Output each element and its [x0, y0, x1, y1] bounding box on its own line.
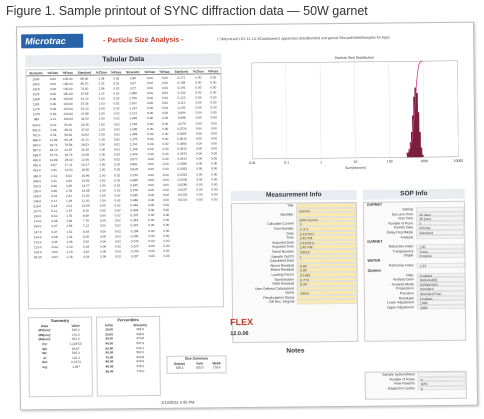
microtrac-logo: Microtrac	[21, 33, 84, 49]
sop-value: 2000	[416, 304, 465, 310]
x-tick-label: 0.01	[249, 161, 256, 165]
cumulative-line	[405, 60, 423, 155]
table-cell: 0.00	[100, 254, 107, 259]
x-tick-label: 10000	[454, 159, 464, 163]
sop-info-panel: GARNET Setting Set-zero Time 30 (sec) Run Ti…	[362, 200, 467, 342]
sop-key: Upper Adjustment	[386, 304, 414, 310]
sop-key: Refractive Index	[389, 263, 414, 268]
x-tick-label: 0.1	[284, 161, 289, 165]
size-summary-value: 100.0	[195, 365, 204, 370]
size-summary-value: 178.6	[212, 365, 221, 370]
notes-title: Notes	[286, 347, 305, 355]
measurement-value	[297, 299, 357, 305]
percentile-label: 95.00	[105, 369, 114, 374]
figure-caption: Figure 1. Sample printout of SYNC diffra…	[6, 4, 368, 18]
x-tick-label: 100	[387, 159, 393, 163]
measurement-info-title: Measurement Info	[230, 189, 357, 202]
table-cell: 0.03	[51, 254, 58, 260]
particle-size-distribution-chart: Particle Size Distribution 0.01 0.1 1 10 100 1…	[249, 56, 464, 170]
sop-value	[416, 234, 465, 240]
sop-row: Upper Adjustment 2000	[365, 304, 465, 310]
summary-value: 1.067	[72, 364, 80, 369]
sop-value: Irregular	[416, 253, 465, 259]
sample-system-row: Dispersion Cycles 0	[366, 385, 466, 391]
sop-info-title: SOP Info	[362, 188, 465, 200]
table-cell	[208, 253, 223, 258]
summary-row: Kg: 1.067	[30, 364, 92, 369]
table-cell: 0.00	[148, 253, 155, 259]
measurement-row: DB Rec: Original	[233, 299, 357, 305]
summary-label: Kg:	[42, 365, 48, 370]
report-header: Microtrac - Particle Size Analysis - C:\…	[21, 29, 469, 50]
distribution-bar	[421, 154, 424, 158]
x-axis-label: Size(microns)	[345, 166, 366, 170]
database-path: C:\MicrotracFLEX 11.1.0.4\Databases\1 ap…	[217, 35, 390, 42]
table-cell: 0.187	[130, 254, 139, 259]
flex-version: 12.0.06	[230, 330, 249, 338]
sop-value: 1.33	[416, 262, 465, 268]
table-cell	[174, 253, 193, 258]
percentiles-panel: Percentiles %Tile Size(um) 10.00 394.5 20.00…	[96, 315, 161, 397]
tabular-data-title: Tabular Data	[25, 53, 222, 68]
table-cell: 1.26	[66, 254, 73, 259]
sample-system-panel: Sample System(Max) Number of Rows 0 Flow Ra…	[364, 370, 467, 400]
percentile-value: 719.0	[136, 368, 145, 373]
size-summary-value: 538.3	[175, 365, 184, 370]
table-cell: 4.24	[83, 254, 90, 259]
x-tick-label: 1	[320, 160, 322, 164]
table-cell: 0.00	[163, 253, 170, 258]
flex-label: FLEX	[230, 316, 254, 328]
grid-line	[251, 62, 253, 159]
size-summary-panel: Size Summary Dia(um) Vol% Width 538.3 100.0 1…	[166, 355, 227, 374]
grid-line	[319, 62, 322, 159]
printout-sheet: Microtrac - Particle Size Analysis - C:\…	[16, 21, 478, 411]
measurement-key: DB Rec: Original	[269, 299, 295, 305]
chart-title: Particle Size Distribution	[335, 56, 374, 60]
tabular-data-table: Size(um) %Chan %Pass Size(um) %Chan %Pass Size…	[25, 67, 224, 310]
percentile-row: 95.00 719.0	[98, 368, 160, 373]
grid-line	[285, 62, 287, 159]
table-cell: 0.02	[115, 254, 122, 259]
table-cell	[193, 253, 208, 258]
x-tick-label: 1000	[420, 159, 428, 163]
x-tick-label: 10	[354, 160, 358, 164]
grid-line	[388, 61, 390, 158]
summary-panel: Summary Data Value MV(um): 548.3 MN(um): 274.…	[28, 316, 93, 398]
grid-line	[422, 61, 425, 158]
sample-system-key: Dispersion Cycles	[387, 386, 415, 391]
print-datetime: 1/13/2011 2:45 PM	[160, 399, 195, 405]
report-title: - Particle Size Analysis -	[103, 36, 184, 44]
grid-line	[457, 60, 459, 157]
distribution-bar	[406, 153, 409, 158]
sample-system-value: 0	[417, 385, 466, 391]
grid-line	[354, 61, 356, 158]
table-cell: 95.00	[33, 255, 42, 260]
